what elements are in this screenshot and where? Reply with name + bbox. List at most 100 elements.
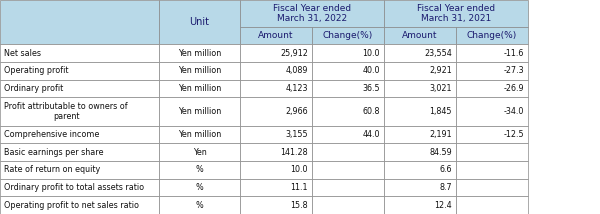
Bar [0, 126, 159, 143]
Text: Basic earnings per share: Basic earnings per share [4, 148, 104, 157]
Text: 84.59: 84.59 [429, 148, 452, 157]
Bar [159, 97, 240, 126]
Bar [159, 44, 240, 62]
Text: 36.5: 36.5 [362, 84, 380, 93]
Text: Yen: Yen [193, 148, 206, 157]
Text: Net sales: Net sales [4, 49, 41, 58]
Bar [159, 143, 240, 161]
Bar [312, 97, 384, 126]
Bar [240, 161, 312, 179]
Bar [312, 80, 384, 97]
Bar [456, 143, 528, 161]
Text: Rate of return on equity: Rate of return on equity [4, 165, 100, 174]
Text: Ordinary profit: Ordinary profit [4, 84, 64, 93]
Text: 2,966: 2,966 [285, 107, 308, 116]
Text: %: % [196, 201, 203, 210]
Text: Amount: Amount [402, 31, 438, 40]
Text: 40.0: 40.0 [362, 66, 380, 75]
Bar [0, 80, 159, 97]
Bar [312, 27, 384, 44]
Text: %: % [196, 165, 203, 174]
Text: 60.8: 60.8 [362, 107, 380, 116]
Bar [312, 161, 384, 179]
Text: Ordinary profit to total assets ratio: Ordinary profit to total assets ratio [4, 183, 145, 192]
Bar [240, 44, 312, 62]
Bar [456, 97, 528, 126]
Bar [159, 196, 240, 214]
Bar [456, 44, 528, 62]
Bar [159, 0, 240, 44]
Bar [0, 143, 159, 161]
Bar [384, 161, 456, 179]
Text: Yen million: Yen million [178, 107, 221, 116]
Bar [384, 143, 456, 161]
Text: 3,021: 3,021 [430, 84, 452, 93]
Bar [0, 44, 159, 62]
Bar [0, 62, 159, 80]
Text: -12.5: -12.5 [503, 130, 524, 139]
Text: 4,123: 4,123 [286, 84, 308, 93]
Bar [384, 44, 456, 62]
Text: 2,191: 2,191 [429, 130, 452, 139]
Text: 4,089: 4,089 [286, 66, 308, 75]
Text: 12.4: 12.4 [434, 201, 452, 210]
Text: Yen million: Yen million [178, 49, 221, 58]
Text: -34.0: -34.0 [503, 107, 524, 116]
Text: Comprehensive income: Comprehensive income [4, 130, 100, 139]
Bar [240, 27, 312, 44]
Text: Yen million: Yen million [178, 66, 221, 75]
Text: -26.9: -26.9 [503, 84, 524, 93]
Text: 10.0: 10.0 [362, 49, 380, 58]
Text: 2,921: 2,921 [429, 66, 452, 75]
Bar [456, 80, 528, 97]
Bar [159, 179, 240, 196]
Bar [240, 179, 312, 196]
Bar [240, 62, 312, 80]
Text: 3,155: 3,155 [285, 130, 308, 139]
Bar [312, 44, 384, 62]
Bar [0, 179, 159, 196]
Bar [159, 80, 240, 97]
Bar [312, 196, 384, 214]
Text: Change(%): Change(%) [467, 31, 517, 40]
Bar [240, 126, 312, 143]
Text: 8.7: 8.7 [439, 183, 452, 192]
Text: 11.1: 11.1 [290, 183, 308, 192]
Bar [240, 196, 312, 214]
Bar [0, 0, 159, 44]
Text: 6.6: 6.6 [439, 165, 452, 174]
Bar [312, 62, 384, 80]
Bar [456, 179, 528, 196]
Bar [240, 80, 312, 97]
Bar [456, 27, 528, 44]
Bar [159, 161, 240, 179]
Bar [312, 143, 384, 161]
Text: -27.3: -27.3 [503, 66, 524, 75]
Text: 141.28: 141.28 [280, 148, 308, 157]
Text: Profit attributable to owners of
parent: Profit attributable to owners of parent [4, 102, 128, 121]
Bar [384, 179, 456, 196]
Bar [384, 0, 528, 27]
Text: 10.0: 10.0 [290, 165, 308, 174]
Text: 25,912: 25,912 [280, 49, 308, 58]
Bar [312, 126, 384, 143]
Text: 44.0: 44.0 [362, 130, 380, 139]
Bar [456, 161, 528, 179]
Bar [456, 62, 528, 80]
Text: Amount: Amount [258, 31, 294, 40]
Text: 15.8: 15.8 [290, 201, 308, 210]
Bar [384, 126, 456, 143]
Bar [0, 161, 159, 179]
Bar [384, 196, 456, 214]
Bar [159, 126, 240, 143]
Text: Fiscal Year ended
March 31, 2022: Fiscal Year ended March 31, 2022 [273, 4, 351, 23]
Bar [159, 62, 240, 80]
Text: %: % [196, 183, 203, 192]
Bar [456, 196, 528, 214]
Bar [240, 143, 312, 161]
Text: Unit: Unit [190, 17, 209, 27]
Text: Operating profit: Operating profit [4, 66, 69, 75]
Bar [384, 80, 456, 97]
Bar [240, 97, 312, 126]
Bar [384, 27, 456, 44]
